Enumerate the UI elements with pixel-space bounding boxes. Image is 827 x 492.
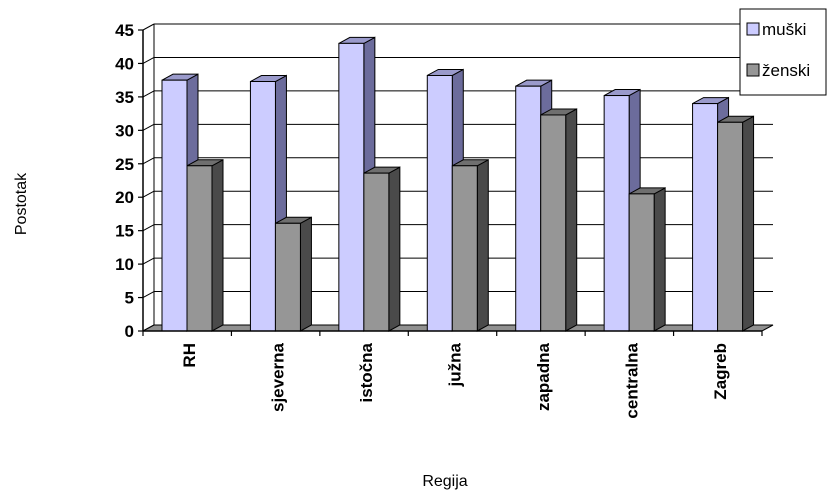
wall-diagonal: [142, 224, 155, 232]
bar-zenski-2: [363, 166, 401, 332]
bar-zenski-6: [717, 115, 755, 332]
bar-side: [211, 158, 224, 332]
wall-diagonal: [142, 123, 155, 131]
bar-side: [653, 187, 666, 332]
legend: muški ženski: [739, 8, 827, 96]
legend-swatch-muski: [746, 22, 760, 36]
x-tick-label: sjeverna: [269, 342, 288, 412]
x-tick-label: zapadna: [534, 342, 553, 411]
bar-front: [628, 193, 655, 332]
x-axis-title: Regija: [422, 473, 467, 490]
y-tick-labels: 0 5 10 15 20 25 30 35 40 45: [115, 21, 134, 341]
y-tick-label: 45: [115, 21, 134, 40]
wall-diagonal: [142, 90, 155, 98]
wall-diagonal: [142, 291, 155, 298]
bar-front: [161, 79, 188, 332]
bar-front: [451, 165, 478, 332]
bar-front: [186, 165, 213, 332]
bar-zenski-0: [186, 158, 224, 332]
bar-side: [476, 158, 489, 332]
bar-side: [388, 166, 401, 332]
x-tick-label: RH: [180, 343, 199, 368]
y-axis-title: Postotak: [13, 172, 30, 235]
y-tick-label: 10: [115, 255, 134, 274]
y-tick-label: 15: [115, 222, 134, 241]
bar-front: [692, 103, 719, 332]
x-tick-label: istočna: [357, 342, 376, 402]
legend-label-muski: muški: [762, 20, 806, 39]
bar-zenski-1: [274, 216, 312, 332]
bar-front: [363, 172, 390, 332]
bar-zenski-3: [451, 158, 489, 332]
bar-zenski-4: [540, 108, 578, 332]
x-tick-label: centralna: [622, 342, 641, 418]
y-tick-label: 25: [115, 155, 134, 174]
wall-diagonal: [142, 23, 155, 31]
wall-diagonal: [142, 190, 155, 198]
y-tick-label: 20: [115, 188, 134, 207]
y-tick-label: 35: [115, 88, 134, 107]
y-tick-label: 40: [115, 54, 134, 73]
bar-front: [338, 42, 365, 332]
bar-zenski-5: [628, 187, 666, 332]
axes: [138, 29, 763, 336]
bar-side: [299, 216, 312, 332]
wall-diagonal: [142, 257, 155, 265]
x-tick-label: južna: [446, 342, 465, 387]
wall-diagonal: [142, 57, 155, 64]
bars: [161, 36, 755, 332]
wall-diagonal: [142, 157, 155, 165]
bar-side: [742, 115, 755, 332]
bar-front: [515, 85, 542, 332]
bar-front: [249, 81, 276, 332]
bar-front: [603, 95, 630, 332]
y-tick-label: 30: [115, 121, 134, 140]
x-tick-labels: RH sjeverna istočna južna zapadna centralna Za…: [180, 342, 730, 418]
y-tick-label: 5: [125, 289, 134, 308]
legend-swatch-zenski: [746, 63, 760, 77]
bar-side: [565, 108, 578, 332]
y-tick-label: 0: [125, 322, 134, 341]
bar-front: [540, 114, 567, 332]
bar-front: [717, 121, 744, 332]
bar-front: [426, 74, 453, 332]
legend-label-zenski: ženski: [762, 61, 810, 80]
bar-front: [274, 222, 301, 332]
x-tick-label: Zagreb: [711, 343, 730, 400]
